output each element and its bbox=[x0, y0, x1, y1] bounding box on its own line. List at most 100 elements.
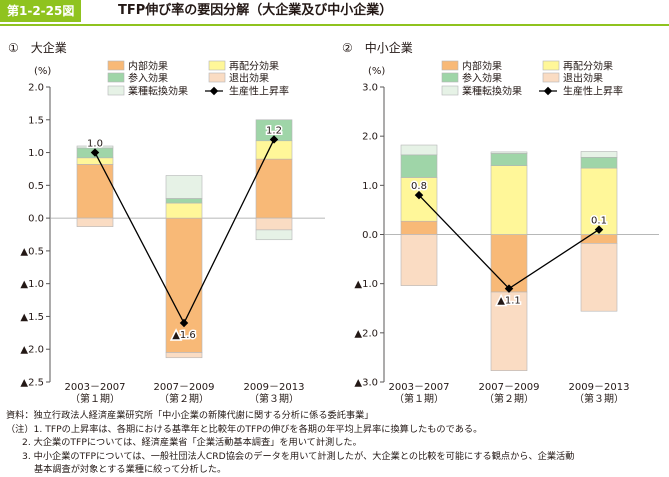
figure-id: 第1-2-25図 bbox=[0, 0, 82, 22]
x-category-label: 2007－2009 bbox=[154, 382, 215, 393]
y-tick-label: 0.0 bbox=[362, 230, 378, 241]
legend-label-productivity: 生産性上昇率 bbox=[563, 85, 623, 98]
x-category-label: 2003－2007 bbox=[389, 382, 450, 393]
note-source: 資料：独立行政法人経済産業研究所「中小企業の新陳代謝に関する分析に係る委託事業」 bbox=[6, 410, 374, 421]
y-tick-label: ▲1.5 bbox=[20, 312, 44, 323]
x-category-label: 2003－2007 bbox=[65, 382, 126, 393]
figure-header: 第1-2-25図 TFP伸び率の要因分解（大企業及び中小企業） bbox=[0, 0, 669, 27]
legend-swatch-exit bbox=[208, 72, 226, 83]
y-tick-label: 0.0 bbox=[28, 214, 44, 225]
legend-label-entry: 参入効果 bbox=[462, 72, 502, 85]
bar-segment-exit bbox=[490, 291, 528, 371]
legend-label-exit: 退出効果 bbox=[229, 72, 269, 85]
y-tick-label: 1.0 bbox=[362, 181, 378, 192]
legend-swatch-entry bbox=[441, 72, 459, 83]
bar-segment-exit bbox=[400, 234, 438, 286]
y-tick-label: 1.5 bbox=[28, 115, 44, 126]
x-category-sublabel: （第１期） bbox=[394, 392, 444, 405]
bar-segment-redistribution bbox=[490, 165, 528, 235]
note-2: 2. 大企業のTFPについては、経済産業省「企業活動基本調査」を用いて計測した。 bbox=[22, 437, 362, 448]
note-3: 3. 中小企業のTFPについては、一般社団法人CRD協会のデータを用いて計測した… bbox=[22, 450, 575, 462]
legend-label-productivity: 生産性上昇率 bbox=[229, 85, 289, 98]
productivity-marker bbox=[179, 318, 189, 328]
productivity-marker bbox=[269, 135, 279, 144]
notes: 資料：独立行政法人経済産業研究所「中小企業の新陳代謝に関する分析に係る委託事業」… bbox=[6, 409, 666, 477]
legend-marker-productivity bbox=[209, 86, 219, 96]
legend-label-sector_shift: 業種転換効果 bbox=[128, 85, 188, 98]
productivity-data-label: 0.8 bbox=[411, 181, 427, 192]
y-tick-label: 0.5 bbox=[28, 181, 44, 192]
y-tick-label: ▲1.0 bbox=[354, 279, 378, 290]
legend-swatch-exit bbox=[542, 72, 560, 83]
productivity-marker bbox=[504, 284, 514, 293]
y-tick-label: ▲3.0 bbox=[354, 378, 378, 389]
y-tick-label: 1.0 bbox=[28, 148, 44, 159]
productivity-marker bbox=[90, 148, 100, 157]
y-tick-label: ▲2.0 bbox=[20, 345, 44, 356]
legend-label-redistribution: 再配分効果 bbox=[563, 60, 613, 73]
legend-swatch-entry bbox=[107, 72, 125, 83]
legend-swatch-sector_shift bbox=[107, 85, 125, 96]
y-tick-label: ▲2.5 bbox=[20, 378, 44, 389]
unit-label: (%) bbox=[34, 66, 51, 77]
x-category-sublabel: （第２期） bbox=[484, 392, 534, 405]
productivity-data-label: 1.2 bbox=[266, 125, 282, 136]
bar-segment-sector_shift bbox=[400, 144, 438, 156]
y-tick-label: ▲1.0 bbox=[20, 279, 44, 290]
bar-segment-sector_shift bbox=[165, 175, 203, 199]
bar-segment-exit bbox=[255, 217, 293, 231]
bar-segment-exit bbox=[76, 217, 114, 227]
y-tick-label: 3.0 bbox=[362, 83, 378, 94]
chart-large-enterprises: ① 大企業 (%) 2.0 1.5 1.0 0.5 0.0 ▲0.5 ▲1.0 ▲1.5 ▲2.0 ▲… bbox=[8, 40, 325, 405]
legend-swatch-internal bbox=[441, 60, 459, 71]
bar-segment-exit bbox=[580, 243, 618, 312]
legend-marker-productivity bbox=[543, 86, 553, 96]
bar-segment-redistribution bbox=[165, 202, 203, 219]
x-category-label: 2007－2009 bbox=[479, 382, 540, 393]
x-category-sublabel: （第２期） bbox=[159, 392, 209, 405]
x-category-sublabel: （第１期） bbox=[70, 392, 120, 405]
bar-segment-internal bbox=[490, 234, 528, 293]
x-category-label: 2009－2013 bbox=[244, 382, 305, 393]
figure-title: TFP伸び率の要因分解（大企業及び中小企業） bbox=[118, 3, 393, 18]
y-tick-label: 2.0 bbox=[28, 83, 44, 94]
y-tick-label: ▲2.0 bbox=[354, 328, 378, 339]
bar-segment-internal bbox=[580, 234, 618, 244]
legend-swatch-sector_shift bbox=[441, 85, 459, 96]
y-tick-label: ▲0.5 bbox=[20, 246, 44, 257]
legend-label-sector_shift: 業種転換効果 bbox=[462, 85, 522, 98]
productivity-data-label: 0.1 bbox=[591, 216, 607, 227]
unit-label: (%) bbox=[368, 66, 385, 77]
chart-small-medium-enterprises: ② 中小企業 (%) 3.0 2.0 1.0 0.0 ▲1.0 ▲2.0 ▲3.0 2003－20… bbox=[342, 40, 659, 405]
productivity-data-label: ▲1.6 bbox=[172, 330, 196, 341]
bar-segment-sector_shift bbox=[580, 151, 618, 158]
bar-segment-sector_shift bbox=[76, 145, 114, 149]
legend-label-redistribution: 再配分効果 bbox=[229, 60, 279, 73]
note-1: （注）1. TFPの上昇率は、各期における基準年と比較年のTFPの伸びを各期の年… bbox=[6, 423, 483, 435]
x-category-sublabel: （第３期） bbox=[249, 392, 299, 405]
header-rule bbox=[0, 24, 669, 26]
bar-segment-internal bbox=[400, 220, 438, 235]
panel-label: ② 中小企業 bbox=[342, 40, 413, 55]
legend-swatch-redistribution bbox=[208, 60, 226, 71]
bar-segment-entry bbox=[400, 154, 438, 178]
bar-segment-redistribution bbox=[580, 167, 618, 235]
legend-label-internal: 内部効果 bbox=[462, 60, 502, 73]
legend-label-entry: 参入効果 bbox=[128, 72, 168, 85]
legend-label-internal: 内部効果 bbox=[128, 60, 168, 73]
bar-segment-internal bbox=[255, 158, 293, 219]
bar-segment-sector_shift bbox=[490, 151, 528, 154]
legend-swatch-redistribution bbox=[542, 60, 560, 71]
bar-segment-entry bbox=[490, 153, 528, 166]
legend-swatch-internal bbox=[107, 60, 125, 71]
note-3-cont: 基本調査が対象とする業種に絞って分析した。 bbox=[34, 464, 227, 475]
y-tick-label: 2.0 bbox=[362, 132, 378, 143]
productivity-data-label: 1.0 bbox=[87, 139, 103, 150]
legend-label-exit: 退出効果 bbox=[563, 72, 603, 85]
bar-segment-sector_shift bbox=[255, 229, 293, 241]
bar-segment-redistribution bbox=[76, 157, 114, 165]
bar-segment-exit bbox=[165, 352, 203, 359]
bar-segment-entry bbox=[165, 198, 203, 204]
productivity-data-label: ▲1.1 bbox=[497, 296, 521, 307]
productivity-marker bbox=[414, 190, 424, 200]
